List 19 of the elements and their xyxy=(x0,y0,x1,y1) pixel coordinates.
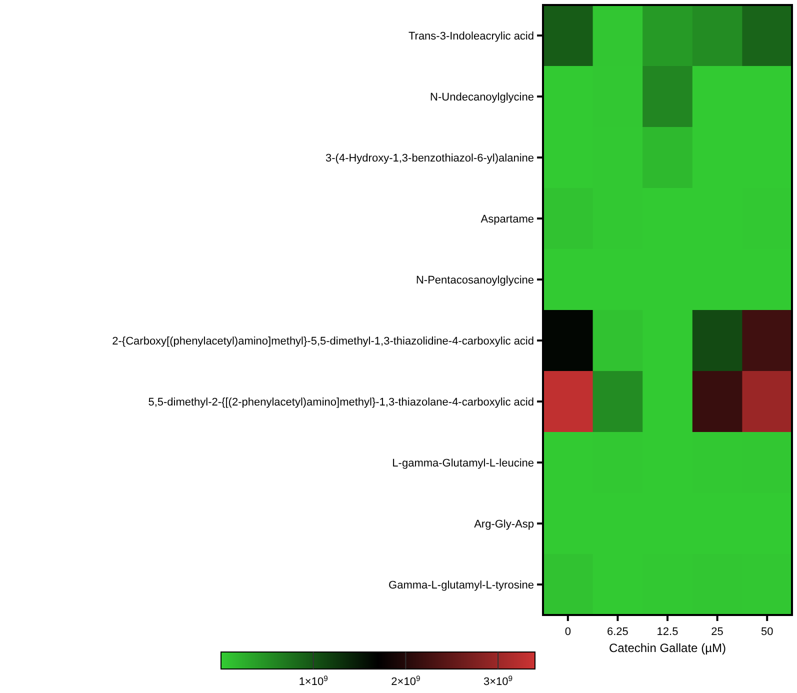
x-tick-label: 6.25 xyxy=(606,626,628,638)
y-tick-label: Trans-3-Indoleacrylic acid xyxy=(408,30,534,42)
y-tick-label: 5,5-dimethyl-2-{[(2-phenylacetyl)amino]methyl}-1,3-thiazolane-4-carboxylic acid xyxy=(148,396,534,408)
color-bar-label: 1×10$^{9}$ xyxy=(298,674,328,688)
color-bar-label: 2×10$^{9}$ xyxy=(391,674,420,688)
y-tick-label: Arg-Gly-Asp xyxy=(474,518,534,530)
x-tick-label: 12.5 xyxy=(656,626,678,638)
x-tick-label: 0 xyxy=(564,626,571,638)
y-tick-label: 2-{Carboxy[(phenylacetyl)amino]methyl}-5,5-dimethyl-1,3-thiazolidine-4-carboxylic acid xyxy=(112,335,534,348)
x-tick-label: 25 xyxy=(711,626,724,638)
y-tick-label: Aspartame xyxy=(480,213,534,226)
y-tick-label: N-Undecanoylglycine xyxy=(430,91,534,104)
y-tick-label: L-gamma-Glutamyl-L-leucine xyxy=(392,457,534,470)
x-axis-title: Catechin Gallate (µM) xyxy=(609,641,726,655)
y-tick-label: 3-(4-Hydroxy-1,3-benzothiazol-6-yl)alanine xyxy=(326,152,534,164)
x-tick-label: 50 xyxy=(760,626,774,638)
y-tick-label: Gamma-L-glutamyl-L-tyrosine xyxy=(388,579,534,592)
color-bar-label: 3×10$^{9}$ xyxy=(484,674,513,688)
y-tick-label: N-Pentacosanoylglycine xyxy=(416,274,534,286)
